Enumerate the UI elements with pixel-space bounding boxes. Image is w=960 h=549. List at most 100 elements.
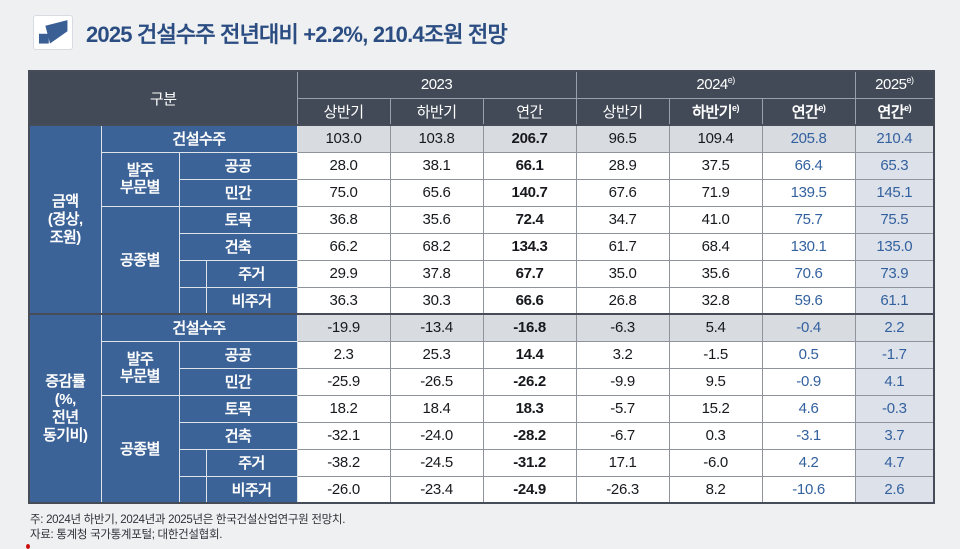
cell: 34.7 <box>575 205 670 234</box>
cell: 4.2 <box>761 448 856 477</box>
category-label-type: 공종별 <box>100 205 180 315</box>
cell: -31.2 <box>482 448 577 477</box>
cell: 134.3 <box>482 232 577 261</box>
header-2024-h2e: 하반기e) <box>668 97 763 126</box>
footnotes: 주: 2024년 하반기, 2024년과 2025년은 한국건설산업연구원 전망… <box>30 513 345 543</box>
cell: 28.0 <box>296 151 391 180</box>
header-group-2024: 2024e) <box>575 70 856 99</box>
amount-block: 금액 (경상, 조원) 건설수주 103.0 103.8 206.7 96.5 … <box>28 124 935 315</box>
cell: 75.5 <box>854 205 935 234</box>
cell: 140.7 <box>482 178 577 207</box>
cell: 73.9 <box>854 259 935 288</box>
row-label-nonresidential: 비주거 <box>205 286 298 315</box>
cell: 14.4 <box>482 340 577 369</box>
table-header: 구분 2023 2024e) 2025e) 상반기 하반기 연간 상반기 하반기… <box>28 70 935 126</box>
table-row: 주거 -38.2 -24.5 -31.2 17.1 -6.0 4.2 4.7 <box>29 448 935 477</box>
cell: -16.8 <box>482 313 577 342</box>
indent-spacer <box>178 259 207 288</box>
cell: -13.4 <box>389 313 484 342</box>
cell: 145.1 <box>854 178 935 207</box>
row-label-nonresidential: 비주거 <box>205 475 298 504</box>
cell: 206.7 <box>482 124 577 153</box>
row-label-private: 민간 <box>178 367 298 396</box>
cell: 36.8 <box>296 205 391 234</box>
cell: 75.0 <box>296 178 391 207</box>
cell: 109.4 <box>668 124 763 153</box>
header-2025-annual-e: 연간e) <box>854 97 935 126</box>
cell: 68.4 <box>668 232 763 261</box>
header-corner: 구분 <box>28 70 298 126</box>
cell: 210.4 <box>854 124 935 153</box>
cell: -24.9 <box>482 475 577 504</box>
group-label-growth: 증감률 (%, 전년 동기비) <box>28 313 102 504</box>
cell: 8.2 <box>668 475 763 504</box>
cell: 4.1 <box>854 367 935 396</box>
page-title: 2025 건설수주 전년대비 +2.2%, 210.4조원 전망 <box>86 21 508 47</box>
report-logo-icon <box>33 15 73 50</box>
cell: -10.6 <box>761 475 856 504</box>
row-label-building: 건축 <box>178 232 298 261</box>
cell: -24.5 <box>389 448 484 477</box>
cell: 2.3 <box>296 340 391 369</box>
cell: -26.5 <box>389 367 484 396</box>
row-label-total: 건설수주 <box>100 124 298 153</box>
cell: 2.2 <box>854 313 935 342</box>
cell: 4.6 <box>761 394 856 423</box>
cell: 205.8 <box>761 124 856 153</box>
cell: 4.7 <box>854 448 935 477</box>
category-label-order: 발주 부문별 <box>100 151 180 207</box>
header-group-2023: 2023 <box>296 70 577 99</box>
footnote-note: 주: 2024년 하반기, 2024년과 2025년은 한국건설산업연구원 전망… <box>30 514 346 526</box>
table-row: 비주거 -26.0 -23.4 -24.9 -26.3 8.2 -10.6 2.… <box>29 475 935 504</box>
indent-spacer <box>178 448 207 477</box>
row-label-residential: 주거 <box>205 259 298 288</box>
row-label-residential: 주거 <box>205 448 298 477</box>
table-row: 금액 (경상, 조원) 건설수주 103.0 103.8 206.7 96.5 … <box>28 124 935 315</box>
cell: 41.0 <box>668 205 763 234</box>
category-label-order: 발주 부문별 <box>100 340 180 396</box>
cell: 18.2 <box>296 394 391 423</box>
cell: 36.3 <box>296 286 391 315</box>
cell: 67.6 <box>575 178 670 207</box>
cell: -6.3 <box>575 313 670 342</box>
cell: 66.4 <box>761 151 856 180</box>
cell: 61.7 <box>575 232 670 261</box>
cell: 28.9 <box>575 151 670 180</box>
row-label-public: 공공 <box>178 340 298 369</box>
cell: -26.0 <box>296 475 391 504</box>
red-dot-artifact <box>26 544 30 549</box>
cell: 2.6 <box>854 475 935 504</box>
cell: 65.6 <box>389 178 484 207</box>
cell: 29.9 <box>296 259 391 288</box>
cell: 67.7 <box>482 259 577 288</box>
cell: -5.7 <box>575 394 670 423</box>
table-row: 민간 -25.9 -26.5 -26.2 -9.9 9.5 -0.9 4.1 <box>29 367 935 396</box>
cell: -1.7 <box>854 340 935 369</box>
table-row: 발주 부문별 공공 2.3 25.3 14.4 3.2 -1.5 0.5 -1.… <box>29 340 935 396</box>
cell: -9.9 <box>575 367 670 396</box>
cell: 130.1 <box>761 232 856 261</box>
title-bar: 2025 건설수주 전년대비 +2.2%, 210.4조원 전망 <box>33 15 508 50</box>
footnote-source: 자료: 통계청 국가통계포털; 대한건설협회. <box>30 528 223 541</box>
cell: 0.5 <box>761 340 856 369</box>
table-row: 발주 부문별 공공 28.0 38.1 66.1 28.9 37.5 66.4 … <box>29 151 935 207</box>
forecast-table: 구분 2023 2024e) 2025e) 상반기 하반기 연간 상반기 하반기… <box>28 70 936 504</box>
cell: -23.4 <box>389 475 484 504</box>
cell: -0.9 <box>761 367 856 396</box>
growth-block: 증감률 (%, 전년 동기비) 건설수주 -19.9 -13.4 -16.8 -… <box>28 313 935 504</box>
cell: -19.9 <box>296 313 391 342</box>
cell: 68.2 <box>389 232 484 261</box>
cell: 59.6 <box>761 286 856 315</box>
cell: -6.0 <box>668 448 763 477</box>
table-row: 증감률 (%, 전년 동기비) 건설수주 -19.9 -13.4 -16.8 -… <box>28 313 935 504</box>
header-2024-annual-e: 연간e) <box>761 97 856 126</box>
cell: 5.4 <box>668 313 763 342</box>
cell: -3.1 <box>761 421 856 450</box>
cell: 3.2 <box>575 340 670 369</box>
cell: 103.0 <box>296 124 391 153</box>
cell: -6.7 <box>575 421 670 450</box>
cell: 35.0 <box>575 259 670 288</box>
row-label-total: 건설수주 <box>100 313 298 342</box>
header-2023-h1: 상반기 <box>296 97 391 126</box>
cell: -32.1 <box>296 421 391 450</box>
